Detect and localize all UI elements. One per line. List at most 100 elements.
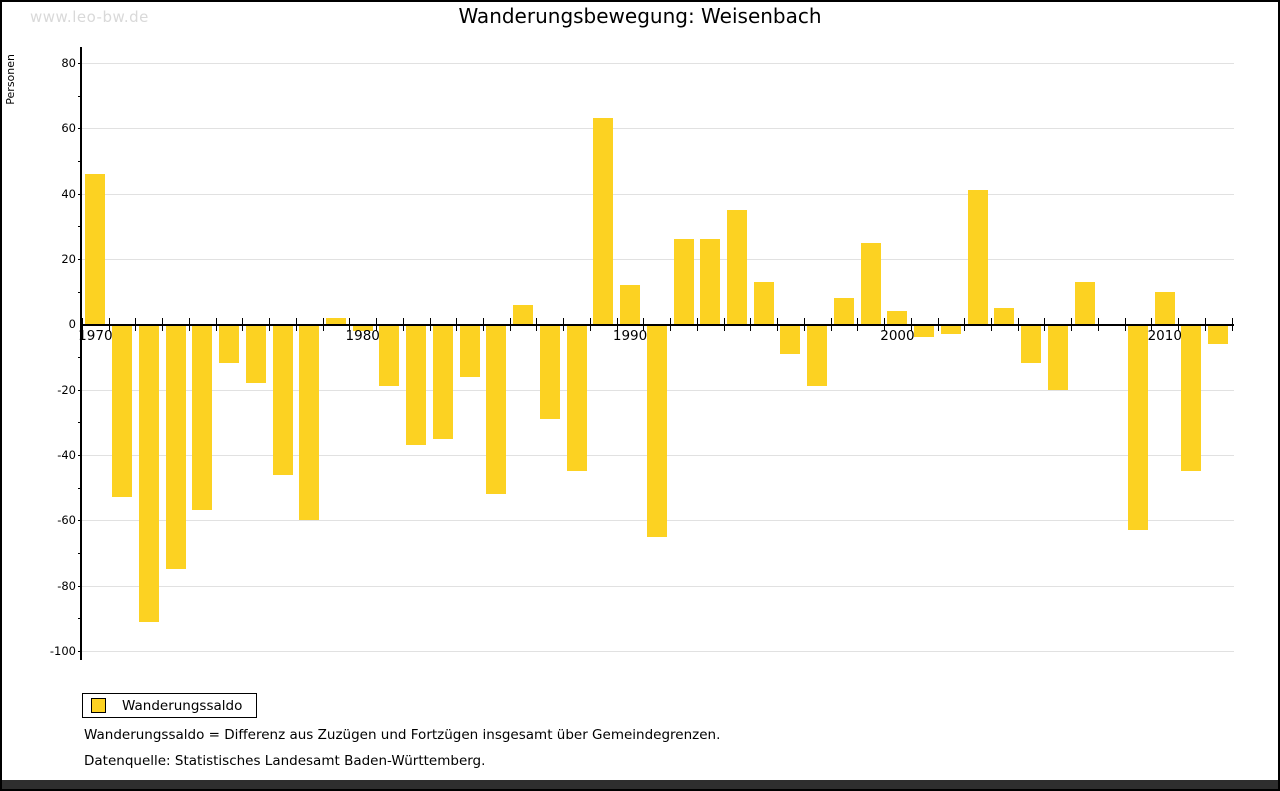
bar-2000 — [887, 311, 908, 325]
grid-line — [82, 128, 1234, 130]
bottom-bar — [2, 780, 1278, 789]
grid-line — [82, 258, 1234, 260]
bar-1973 — [165, 324, 186, 570]
bar-2006 — [1047, 324, 1068, 390]
bar-2005 — [1021, 324, 1042, 364]
x-axis — [80, 324, 1234, 327]
bar-1990 — [620, 285, 641, 325]
footnote-definition: Wanderungssaldo = Differenz aus Zuzügen … — [84, 727, 721, 743]
bar-1978 — [299, 324, 320, 521]
x-tick — [215, 318, 217, 332]
bar-1988 — [566, 324, 587, 472]
x-tick — [135, 318, 137, 332]
x-tick-label: 2010 — [1147, 328, 1182, 344]
x-tick — [1231, 318, 1233, 332]
x-tick — [857, 318, 859, 332]
bar-1986 — [513, 304, 534, 325]
x-tick — [162, 318, 164, 332]
x-tick-label: 1980 — [345, 328, 380, 344]
bar-2012 — [1208, 324, 1229, 344]
x-tick — [910, 318, 912, 332]
bar-1975 — [219, 324, 240, 364]
x-tick-label: 1970 — [78, 328, 113, 344]
bar-1976 — [245, 324, 266, 384]
bar-2003 — [967, 190, 988, 325]
x-tick — [295, 318, 297, 332]
x-tick — [322, 318, 324, 332]
y-tick-label: -20 — [57, 382, 76, 397]
x-tick — [563, 318, 565, 332]
x-tick — [750, 318, 752, 332]
x-tick — [82, 318, 83, 332]
x-tick — [108, 318, 110, 332]
chart-title: Wanderungsbewegung: Weisenbach — [458, 4, 822, 28]
x-tick — [616, 318, 618, 332]
y-axis — [80, 47, 82, 660]
x-tick — [1017, 318, 1019, 332]
x-tick — [696, 318, 698, 332]
x-tick — [1204, 318, 1206, 332]
x-tick — [242, 318, 244, 332]
x-tick — [269, 318, 271, 332]
bar-1993 — [700, 239, 721, 325]
bar-1997 — [807, 324, 828, 387]
x-tick — [376, 318, 378, 332]
grid-line — [82, 193, 1234, 195]
bar-1983 — [432, 324, 453, 439]
bar-1974 — [192, 324, 213, 511]
y-tick-label: -40 — [57, 447, 76, 462]
x-tick — [483, 318, 485, 332]
x-tick — [723, 318, 725, 332]
y-tick-label: 80 — [61, 55, 76, 70]
bar-2011 — [1181, 324, 1202, 472]
x-tick — [349, 318, 351, 332]
x-tick — [830, 318, 832, 332]
bar-1977 — [272, 324, 293, 475]
x-tick — [1178, 318, 1180, 332]
x-tick — [536, 318, 538, 332]
bar-2004 — [994, 307, 1015, 325]
x-tick-label: 2000 — [880, 328, 915, 344]
bar-1999 — [860, 242, 881, 325]
bar-1970 — [85, 174, 106, 325]
bar-2009 — [1128, 324, 1149, 531]
x-tick — [1097, 318, 1099, 332]
legend-swatch-icon — [91, 698, 106, 713]
x-tick — [429, 318, 431, 332]
bar-2001 — [914, 324, 935, 338]
bar-1989 — [593, 118, 614, 325]
grid-line — [82, 650, 1234, 652]
y-tick-label: -80 — [57, 578, 76, 593]
x-tick — [937, 318, 939, 332]
y-tick-label: -100 — [49, 643, 76, 658]
x-tick — [1124, 318, 1126, 332]
x-tick — [456, 318, 458, 332]
x-tick — [589, 318, 591, 332]
y-tick-label: -60 — [57, 513, 76, 528]
bar-1982 — [406, 324, 427, 446]
x-tick — [1071, 318, 1073, 332]
bar-1991 — [646, 324, 667, 537]
legend-label: Wanderungssaldo — [122, 697, 243, 714]
bar-1980 — [352, 324, 373, 331]
x-tick — [1044, 318, 1046, 332]
y-tick-label: 0 — [68, 317, 76, 332]
legend: Wanderungssaldo — [82, 693, 258, 718]
bar-1981 — [379, 324, 400, 387]
bar-1972 — [138, 324, 159, 622]
y-tick-label: 20 — [61, 251, 76, 266]
bar-1994 — [727, 209, 747, 325]
bar-1984 — [459, 324, 480, 377]
y-tick-label: 60 — [61, 121, 76, 136]
bar-1979 — [325, 317, 346, 325]
bar-1996 — [780, 324, 801, 354]
x-tick — [964, 318, 966, 332]
x-tick — [188, 318, 190, 332]
x-tick — [884, 318, 886, 332]
x-tick — [402, 318, 404, 332]
watermark: www.leo-bw.de — [30, 8, 149, 26]
y-tick-label: 40 — [61, 186, 76, 201]
x-tick — [509, 318, 511, 332]
